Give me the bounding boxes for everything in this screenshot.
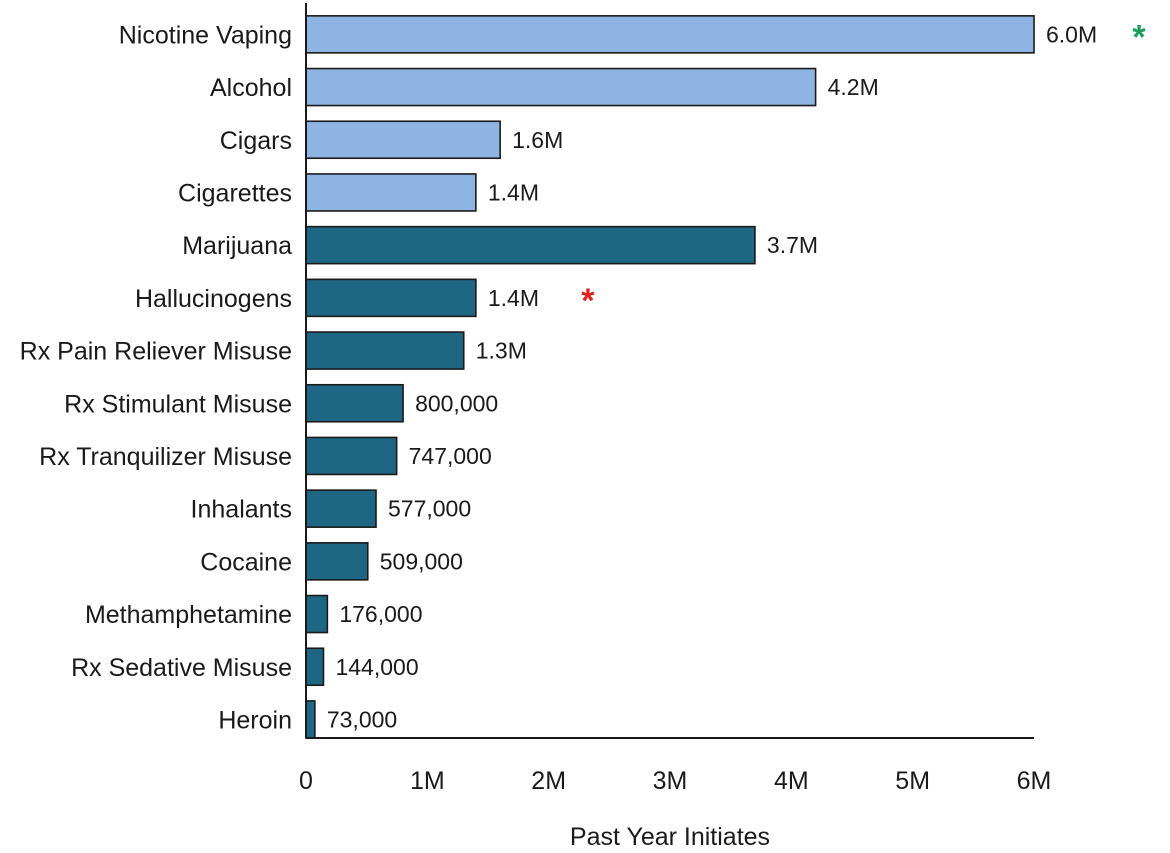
value-label-inhalants: 577,000: [388, 496, 471, 522]
x-tick-label-0: 0: [299, 767, 313, 795]
bar-row-cigars: Cigars 1.6M: [220, 120, 563, 160]
bar-row-marijuana: Marijuana 3.7M: [182, 225, 818, 265]
value-label-rx-sedative-misuse: 144,000: [335, 654, 418, 680]
value-label-methamphetamine: 176,000: [339, 601, 422, 627]
category-label-rx-tranquilizer-misuse: Rx Tranquilizer Misuse: [39, 443, 292, 471]
bar-rx-pain-reliever-misuse: [305, 331, 465, 370]
x-tick-label-5m: 5M: [895, 767, 930, 795]
bar-methamphetamine: [305, 594, 329, 634]
bar-row-rx-stimulant-misuse: Rx Stimulant Misuse 800,000: [64, 383, 498, 423]
category-label-nicotine-vaping: Nicotine Vaping: [119, 21, 292, 49]
bar-marijuana: [305, 225, 756, 265]
bar-row-alcohol: Alcohol 4.2M: [210, 67, 879, 107]
x-tick-label-4m: 4M: [774, 767, 809, 795]
bar-row-hallucinogens: Hallucinogens 1.4M *: [135, 278, 595, 320]
category-label-rx-sedative-misuse: Rx Sedative Misuse: [71, 654, 292, 682]
bar-row-heroin: Heroin 73,000: [218, 700, 397, 739]
bar-cigarettes: [305, 173, 477, 212]
bar-cigars: [305, 120, 501, 160]
significance-marker-nicotine-vaping: *: [1132, 18, 1146, 56]
value-label-cigarettes: 1.4M: [488, 179, 539, 205]
x-tick-label-1m: 1M: [410, 767, 445, 795]
bar-row-inhalants: Inhalants 577,000: [191, 489, 471, 528]
bar-alcohol: [305, 67, 817, 107]
category-label-marijuana: Marijuana: [182, 232, 292, 260]
x-tick-label-6m: 6M: [1017, 767, 1052, 795]
bar-row-nicotine-vaping: Nicotine Vaping 6.0M *: [119, 15, 1146, 56]
value-label-cigars: 1.6M: [512, 127, 563, 153]
category-label-alcohol: Alcohol: [210, 74, 292, 102]
bar-heroin: [305, 700, 316, 739]
bar-rx-sedative-misuse: [305, 647, 325, 687]
value-label-nicotine-vaping: 6.0M: [1046, 21, 1097, 47]
bar-nicotine-vaping: [305, 15, 1035, 54]
category-label-cigarettes: Cigarettes: [178, 179, 292, 207]
value-label-cocaine: 509,000: [380, 548, 463, 574]
x-axis-title: Past Year Initiates: [570, 823, 770, 851]
category-label-inhalants: Inhalants: [191, 496, 292, 524]
category-label-cocaine: Cocaine: [200, 548, 292, 576]
bar-row-cigarettes: Cigarettes 1.4M: [178, 173, 539, 212]
value-label-hallucinogens: 1.4M: [488, 285, 539, 311]
x-tick-label-2m: 2M: [531, 767, 566, 795]
value-label-heroin: 73,000: [327, 706, 397, 732]
bar-row-methamphetamine: Methamphetamine 176,000: [85, 594, 422, 634]
category-label-rx-pain-reliever-misuse: Rx Pain Reliever Misuse: [20, 338, 292, 366]
category-label-cigars: Cigars: [220, 127, 292, 155]
bar-hallucinogens: [305, 278, 477, 318]
category-label-heroin: Heroin: [218, 706, 292, 734]
value-label-rx-stimulant-misuse: 800,000: [415, 390, 498, 416]
value-label-marijuana: 3.7M: [767, 232, 818, 258]
bar-cocaine: [305, 542, 369, 581]
x-axis-ticks: 0 1M 2M 3M 4M 5M 6M: [299, 767, 1051, 795]
category-label-rx-stimulant-misuse: Rx Stimulant Misuse: [64, 390, 292, 418]
category-label-hallucinogens: Hallucinogens: [135, 285, 292, 313]
bar-rx-tranquilizer-misuse: [305, 436, 398, 476]
bar-row-rx-sedative-misuse: Rx Sedative Misuse 144,000: [71, 647, 419, 687]
x-tick-label-3m: 3M: [653, 767, 688, 795]
value-label-alcohol: 4.2M: [828, 74, 879, 100]
bar-inhalants: [305, 489, 377, 528]
category-label-methamphetamine: Methamphetamine: [85, 601, 292, 629]
bar-row-rx-tranquilizer-misuse: Rx Tranquilizer Misuse 747,000: [39, 436, 492, 476]
value-label-rx-tranquilizer-misuse: 747,000: [409, 443, 492, 469]
bar-row-rx-pain-reliever-misuse: Rx Pain Reliever Misuse 1.3M: [20, 331, 527, 370]
bar-row-cocaine: Cocaine 509,000: [200, 542, 463, 581]
value-label-rx-pain-reliever-misuse: 1.3M: [476, 338, 527, 364]
bar-rx-stimulant-misuse: [305, 383, 404, 423]
significance-marker-hallucinogens: *: [581, 282, 595, 320]
bars-layer: Nicotine Vaping 6.0M * Alcohol 4.2M Cigars 1.6…: [20, 15, 1146, 739]
